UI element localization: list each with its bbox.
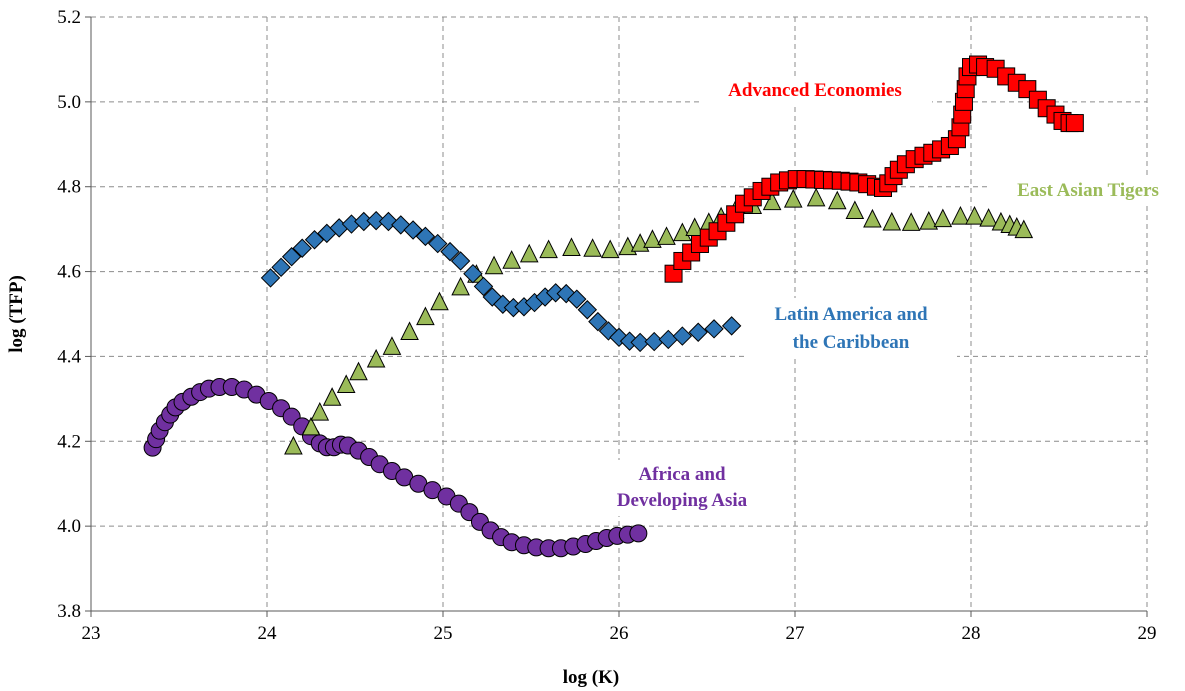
triangle-marker (430, 291, 449, 311)
triangle-marker (806, 187, 826, 207)
y-tick-label: 5.2 (57, 7, 81, 28)
y-tick-label: 4.2 (57, 431, 81, 452)
diamond-marker (672, 326, 693, 346)
triangle-marker (484, 255, 504, 275)
series-africa-and-developing-asia (143, 377, 648, 558)
triangle-marker (336, 374, 356, 394)
label-background-africa (598, 460, 766, 516)
square-marker (1065, 114, 1084, 133)
triangle-marker (673, 222, 692, 242)
y-tick-label: 4.8 (57, 177, 81, 198)
series-advanced-economies (664, 55, 1084, 283)
triangle-marker (762, 191, 782, 211)
x-tick-label: 26 (610, 623, 629, 644)
diamond-marker (463, 263, 483, 284)
series-label-africa-line1: Africa and (638, 464, 726, 485)
circle-marker (629, 524, 648, 543)
diamond-marker (440, 241, 460, 262)
diamond-marker (630, 332, 650, 353)
series-label-east-asian-tigers: East Asian Tigers (1017, 180, 1159, 201)
triangle-marker (400, 321, 419, 340)
triangle-marker (301, 416, 321, 436)
triangle-marker (562, 237, 581, 256)
triangle-marker (539, 239, 558, 259)
triangle-marker (349, 361, 368, 381)
triangle-marker (951, 205, 970, 225)
triangle-marker (643, 229, 662, 248)
triangle-marker (416, 306, 435, 326)
diamond-marker (450, 251, 471, 271)
triangle-marker (845, 200, 865, 220)
triangle-marker (933, 208, 953, 228)
triangle-marker (827, 190, 847, 210)
y-tick-label: 3.8 (57, 601, 81, 622)
triangle-marker (583, 238, 602, 257)
series-label-advanced-economies: Advanced Economies (728, 80, 902, 101)
diamond-marker (588, 311, 608, 332)
diamond-marker (260, 268, 281, 288)
x-tick-labels: 23 24 25 26 27 28 29 (82, 623, 1157, 644)
triangle-marker (366, 348, 386, 368)
triangle-marker (901, 212, 921, 231)
triangle-marker (322, 387, 342, 406)
diamond-marker (281, 247, 302, 267)
diamond-marker (688, 322, 708, 342)
diamond-marker (473, 276, 494, 297)
x-tick-label: 24 (258, 623, 278, 644)
y-axis-title: log (TFP) (6, 275, 27, 353)
triangle-marker (310, 401, 330, 421)
label-background-latam (745, 298, 957, 358)
diamond-marker (366, 210, 386, 231)
axes (85, 16, 1148, 617)
x-tick-label: 23 (82, 623, 101, 644)
y-tick-label: 4.0 (57, 516, 81, 537)
triangle-marker (600, 239, 620, 259)
y-tick-labels: 3.8 4.0 4.2 4.4 4.6 4.8 5.0 5.2 (57, 7, 81, 622)
diamond-marker (292, 238, 312, 258)
series-label-latin-america-line2: the Caribbean (793, 332, 910, 353)
triangle-marker (657, 226, 676, 245)
series-layer (143, 55, 1084, 558)
diamond-marker (428, 233, 448, 254)
triangle-marker (783, 188, 803, 208)
triangle-marker (979, 208, 998, 227)
label-background-advanced (700, 76, 932, 104)
diamond-marker (704, 319, 724, 339)
diamond-marker (415, 226, 436, 247)
x-tick-label: 28 (962, 623, 981, 644)
triangle-marker (863, 208, 882, 228)
diamond-marker (577, 300, 598, 320)
triangle-marker (1014, 219, 1034, 239)
triangle-marker (519, 243, 539, 263)
y-tick-label: 4.4 (57, 346, 81, 367)
x-tick-label: 29 (1138, 623, 1157, 644)
triangle-marker (965, 205, 984, 225)
y-tick-label: 5.0 (57, 92, 81, 113)
series-label-africa-line2: Developing Asia (617, 490, 748, 511)
x-axis-title: log (K) (563, 667, 619, 688)
diamond-marker (271, 257, 291, 278)
triangle-marker (451, 276, 470, 296)
series-label-latin-america-line1: Latin America and (774, 304, 927, 325)
triangle-marker (882, 211, 902, 231)
x-tick-label: 27 (786, 623, 805, 644)
series-latin-america-and-the-caribbean (260, 210, 742, 353)
x-tick-label: 25 (434, 623, 453, 644)
diamond-marker (567, 289, 587, 309)
triangle-marker (382, 336, 402, 355)
triangle-marker (284, 435, 303, 455)
triangle-marker (502, 250, 521, 269)
diamond-marker (721, 316, 742, 336)
y-tick-label: 4.6 (57, 262, 81, 283)
label-background-tigers (990, 176, 1185, 204)
triangle-marker (919, 211, 939, 230)
